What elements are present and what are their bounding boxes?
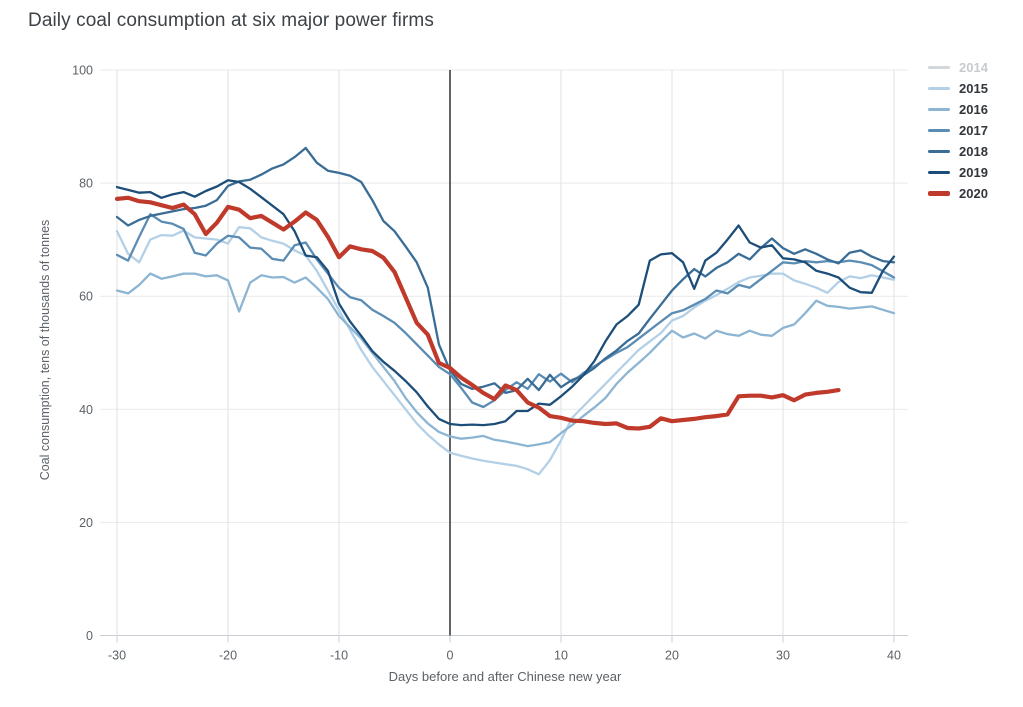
legend-label: 2020 bbox=[959, 186, 988, 201]
legend-swatch-2015 bbox=[928, 87, 950, 90]
legend-item-2020[interactable]: 2020 bbox=[928, 183, 988, 204]
series-line-2015 bbox=[115, 226, 896, 476]
legend: 2014 2015 2016 2017 2018 2019 2020 bbox=[928, 57, 988, 204]
y-tick-label: 0 bbox=[86, 629, 93, 643]
x-tick-label: 40 bbox=[887, 649, 901, 663]
series-line-2019 bbox=[115, 179, 896, 427]
legend-label: 2019 bbox=[959, 165, 988, 180]
legend-swatch-2016 bbox=[928, 108, 950, 111]
series-line-2017 bbox=[115, 213, 896, 409]
x-tick-label: 10 bbox=[554, 649, 568, 663]
x-tick-label: -30 bbox=[108, 649, 126, 663]
legend-label: 2017 bbox=[959, 123, 988, 138]
series-line-2016 bbox=[115, 272, 896, 448]
legend-swatch-2018 bbox=[928, 150, 950, 153]
legend-item-2019[interactable]: 2019 bbox=[928, 162, 988, 183]
legend-label: 2016 bbox=[959, 102, 988, 117]
y-tick-label: 80 bbox=[79, 177, 93, 191]
x-axis-title: Days before and after Chinese new year bbox=[388, 669, 622, 684]
series-line-2018 bbox=[115, 146, 896, 395]
legend-label: 2018 bbox=[959, 144, 988, 159]
y-tick-label: 100 bbox=[72, 64, 93, 78]
legend-label: 2014 bbox=[959, 60, 988, 75]
series-line-2020 bbox=[114, 195, 841, 431]
y-tick-label: 40 bbox=[79, 403, 93, 417]
x-tick-label: 0 bbox=[447, 649, 454, 663]
y-tick-label: 60 bbox=[79, 290, 93, 304]
legend-swatch-2020 bbox=[928, 191, 950, 196]
legend-swatch-2017 bbox=[928, 129, 950, 132]
legend-swatch-2014 bbox=[928, 66, 950, 69]
legend-swatch-2019 bbox=[928, 171, 950, 174]
chart-title: Daily coal consumption at six major powe… bbox=[28, 10, 434, 31]
legend-item-2015[interactable]: 2015 bbox=[928, 78, 988, 99]
legend-item-2018[interactable]: 2018 bbox=[928, 141, 988, 162]
y-tick-label: 20 bbox=[79, 516, 93, 530]
x-tick-label: 20 bbox=[665, 649, 679, 663]
x-tick-label: 30 bbox=[776, 649, 790, 663]
x-tick-label: -20 bbox=[219, 649, 237, 663]
legend-item-2016[interactable]: 2016 bbox=[928, 99, 988, 120]
x-tick-label: -10 bbox=[330, 649, 348, 663]
legend-item-2017[interactable]: 2017 bbox=[928, 120, 988, 141]
legend-item-2014[interactable]: 2014 bbox=[928, 57, 988, 78]
legend-label: 2015 bbox=[959, 81, 988, 96]
